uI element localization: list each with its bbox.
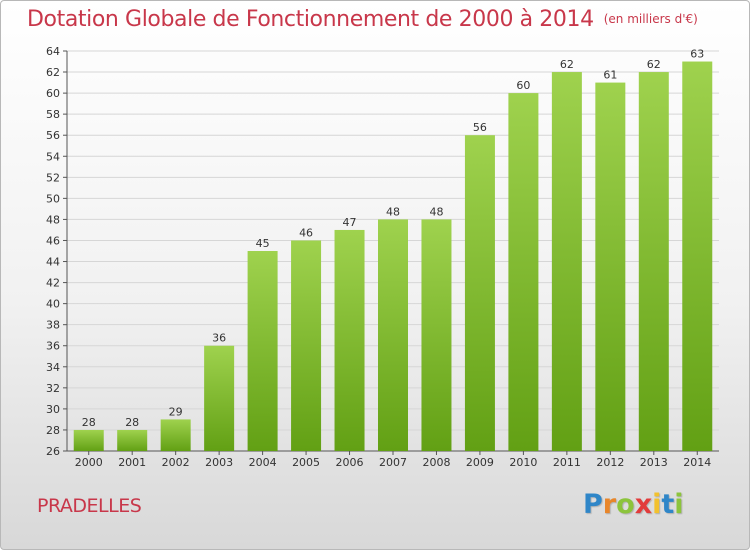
- chart-title-text: Dotation Globale de Fonctionnement de 20…: [27, 7, 594, 32]
- x-tick-label: 2003: [205, 456, 233, 469]
- bar-2014: [682, 61, 713, 452]
- y-tick-label: 40: [46, 298, 60, 311]
- y-tick-label: 60: [46, 87, 60, 100]
- y-tick-label: 56: [46, 129, 60, 142]
- data-label: 62: [647, 58, 661, 71]
- data-label: 36: [212, 332, 226, 345]
- y-tick-label: 32: [46, 382, 60, 395]
- logo-letter: r: [602, 489, 617, 520]
- bar-2010: [508, 93, 539, 452]
- bar-2000: [73, 429, 104, 451]
- y-tick-label: 46: [46, 234, 60, 247]
- y-tick-label: 58: [46, 108, 60, 121]
- y-tick-label: 64: [46, 45, 60, 58]
- logo-letter: P: [583, 489, 603, 520]
- x-tick-label: 2009: [466, 456, 494, 469]
- x-tick-label: 2002: [162, 456, 190, 469]
- logo-letter: x: [634, 489, 653, 520]
- data-label: 48: [386, 205, 400, 218]
- y-tick-label: 54: [46, 150, 60, 163]
- location-name: PRADELLES: [37, 495, 142, 517]
- bar-2011: [551, 72, 582, 451]
- bar-2001: [117, 429, 148, 451]
- logo-letter: o: [616, 489, 635, 520]
- bars: [73, 61, 713, 452]
- bar-2005: [291, 240, 322, 451]
- data-label: 45: [256, 237, 270, 250]
- x-tick-label: 2004: [249, 456, 277, 469]
- x-tick-labels: 2000 2001 2002 2003 2004 2005 2006 2007 2008 2009…: [75, 451, 711, 469]
- y-tick-label: 44: [46, 256, 60, 269]
- data-label: 60: [516, 79, 530, 92]
- bar-2009: [464, 135, 495, 452]
- y-tick-label: 34: [46, 361, 60, 374]
- x-tick-label: 2006: [336, 456, 364, 469]
- x-tick-label: 2008: [422, 456, 450, 469]
- y-tick-label: 38: [46, 319, 60, 332]
- data-labels: 28 28 29 36 45 46 47 48 48 56 60 62 61 62 63: [82, 48, 705, 429]
- y-tick-label: 30: [46, 403, 60, 416]
- bar-2013: [638, 72, 669, 451]
- y-tick-label: 28: [46, 424, 60, 437]
- y-tick-label: 52: [46, 171, 60, 184]
- chart-title: Dotation Globale de Fonctionnement de 20…: [27, 7, 698, 32]
- x-tick-label: 2000: [75, 456, 103, 469]
- x-tick-label: 2012: [596, 456, 624, 469]
- bar-2007: [378, 219, 408, 451]
- chart-unit: (en milliers d'€): [603, 12, 698, 26]
- y-tick-label: 50: [46, 192, 60, 205]
- data-label: 28: [125, 416, 139, 429]
- bar-2004: [247, 251, 278, 451]
- x-tick-label: 2005: [292, 456, 320, 469]
- data-label: 63: [690, 48, 704, 61]
- data-label: 47: [343, 216, 357, 229]
- y-tick-labels: 26 28 30 32 34 36 38 40 42 44 46 48 50 52 54 56 58 60 62 64: [46, 45, 60, 458]
- bar-2006: [334, 229, 365, 451]
- data-label: 28: [82, 416, 96, 429]
- x-tick-label: 2014: [683, 456, 711, 469]
- data-label: 48: [429, 205, 443, 218]
- data-label: 62: [560, 58, 574, 71]
- data-label: 61: [603, 69, 617, 82]
- logo-letter: i: [674, 489, 684, 520]
- y-tick-label: 48: [46, 213, 60, 226]
- bar-2003: [204, 345, 235, 451]
- bar-2002: [160, 419, 191, 451]
- y-tick-label: 36: [46, 340, 60, 353]
- x-tick-label: 2010: [509, 456, 537, 469]
- logo-letter: t: [661, 489, 675, 520]
- data-label: 46: [299, 226, 313, 239]
- y-tick-label: 42: [46, 277, 60, 290]
- x-tick-label: 2001: [118, 456, 146, 469]
- y-tick-label: 26: [46, 445, 60, 458]
- bar-2012: [595, 82, 626, 451]
- x-tick-label: 2011: [553, 456, 581, 469]
- data-label: 29: [169, 405, 183, 418]
- x-tick-label: 2013: [640, 456, 668, 469]
- bar-2008: [421, 219, 452, 451]
- y-tick-label: 62: [46, 66, 60, 79]
- logo-letter: i: [652, 489, 662, 520]
- data-label: 56: [473, 121, 487, 134]
- x-tick-label: 2007: [379, 456, 407, 469]
